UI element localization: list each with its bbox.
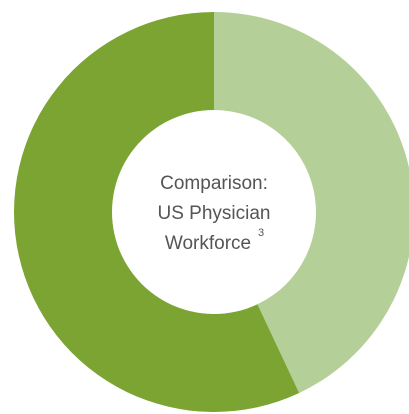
donut-segment — [13, 12, 300, 412]
footnote-marker: 3 — [258, 227, 264, 239]
donut-segment — [214, 12, 409, 393]
center-label: US Physician — [158, 203, 271, 224]
center-label: Workforce — [165, 233, 251, 254]
center-label: Comparison: — [160, 173, 268, 194]
